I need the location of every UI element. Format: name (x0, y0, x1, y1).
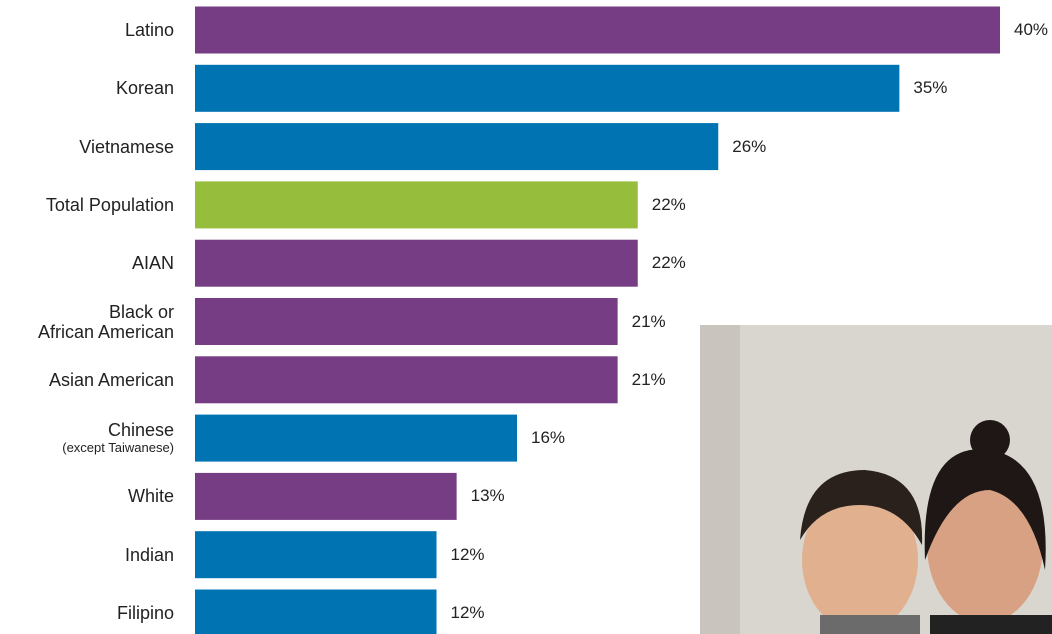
category-label: Korean (0, 78, 174, 98)
bar (195, 64, 900, 112)
category-text: White (127, 486, 174, 507)
value-label: 21% (631, 369, 666, 389)
category-text: Latino (124, 20, 174, 40)
category-label: Asian American (0, 370, 174, 390)
category-label: Indian (0, 545, 174, 565)
value-label: 21% (631, 311, 666, 331)
bar (195, 123, 719, 171)
bar (195, 239, 638, 287)
category-text: Indian (124, 544, 174, 565)
category-label: Filipino (0, 603, 174, 623)
category-text: Korean (115, 78, 174, 99)
category-text: Black or African American (37, 301, 174, 342)
bar (195, 414, 517, 462)
value-label: 16% (531, 428, 566, 448)
bar (195, 6, 1000, 54)
value-label: 13% (470, 486, 505, 506)
value-label: 12% (450, 544, 485, 564)
category-text: AIAN (131, 253, 174, 274)
category-label: AIAN (0, 253, 174, 273)
category-label: Vietnamese (0, 137, 174, 157)
photo (700, 325, 1052, 634)
bar (195, 589, 437, 634)
category-label: Black or African American (0, 302, 174, 342)
bar (195, 356, 618, 404)
value-label: 40% (1014, 20, 1049, 39)
category-label: Total Population (0, 195, 174, 215)
category-text: Vietnamese (79, 136, 174, 157)
value-label: 22% (651, 253, 686, 273)
bar (195, 531, 437, 579)
value-label: 12% (450, 603, 485, 622)
category-text: Asian American (48, 369, 174, 390)
category-text: Total Population (45, 194, 174, 215)
category-text: Chinese (107, 420, 174, 441)
value-label: 35% (913, 78, 948, 98)
category-text: Filipino (116, 603, 174, 623)
bar (195, 298, 618, 345)
value-label: 22% (651, 194, 686, 214)
category-label: Latino (0, 20, 174, 40)
category-label: Chinese (except Taiwanese) (0, 420, 174, 456)
bar (195, 472, 457, 520)
bar (195, 181, 638, 229)
category-label: White (0, 486, 174, 506)
value-label: 26% (732, 136, 767, 156)
category-note: (except Taiwanese) (62, 440, 174, 456)
